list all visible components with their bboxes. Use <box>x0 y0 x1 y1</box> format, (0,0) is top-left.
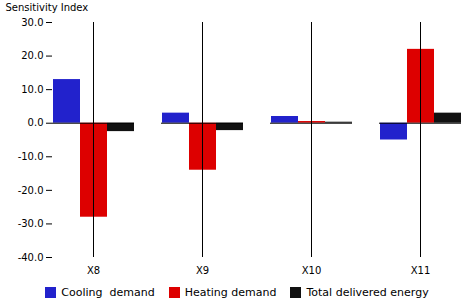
svg-text:0.0: 0.0 <box>28 117 44 128</box>
html-text:Heating demand: Heating demand <box>184 285 277 299</box>
svg-text:30.0: 30.0 <box>21 17 43 28</box>
svg-text:-30.0: -30.0 <box>18 218 44 229</box>
html-text:Total delivered energy: Total delivered energy <box>306 285 429 299</box>
svg-text:-20.0: -20.0 <box>18 185 44 196</box>
svg-text:X9: X9 <box>196 265 209 276</box>
svg-text:-40.0: -40.0 <box>18 252 44 263</box>
svg-text:X8: X8 <box>87 265 100 276</box>
svg-text:10.0: 10.0 <box>21 84 43 95</box>
svg-text:Sensitivity Index: Sensitivity Index <box>6 2 89 13</box>
svg-text:-10.0: -10.0 <box>18 151 44 162</box>
svg-text:X11: X11 <box>411 265 431 276</box>
html-text:Cooling demand: Cooling demand <box>61 285 155 299</box>
svg-text:X10: X10 <box>302 265 322 276</box>
svg-text:20.0: 20.0 <box>21 50 43 61</box>
